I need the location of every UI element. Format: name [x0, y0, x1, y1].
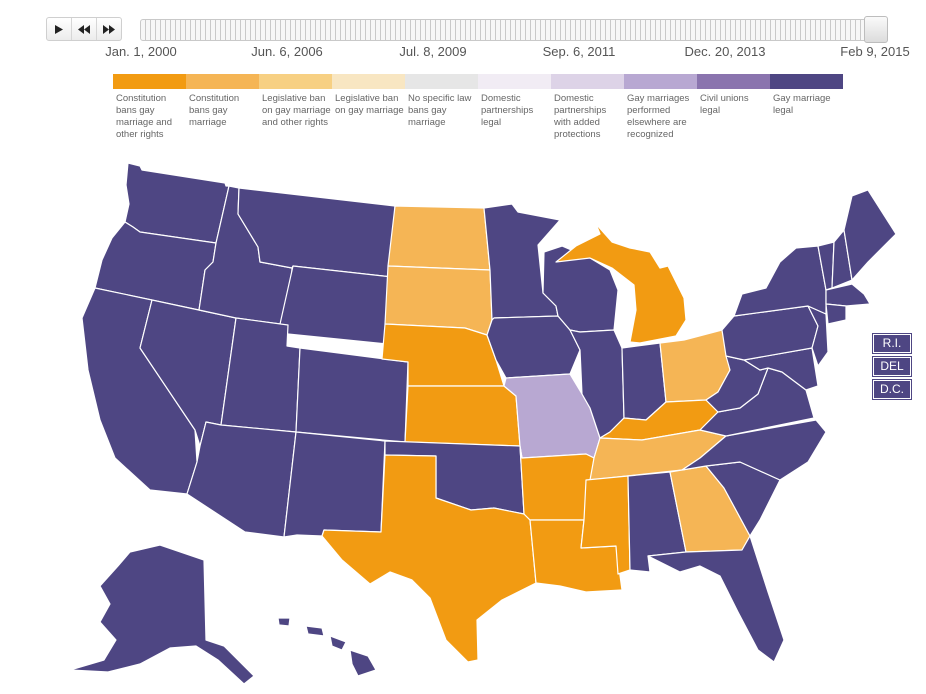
timeline-tick-label: Jun. 6, 2006 [251, 44, 323, 59]
small-state-button-dc[interactable]: D.C. [873, 380, 911, 399]
legend-label: Domestic partnerships legal [481, 93, 534, 128]
legend-swatch [405, 74, 478, 89]
legend-item: Civil unions legal [697, 74, 770, 117]
small-state-button-ri[interactable]: R.I. [873, 334, 911, 353]
state-ak[interactable] [69, 544, 255, 685]
legend-swatch [478, 74, 551, 89]
timeline-tick-label: Sep. 6, 2011 [542, 44, 616, 59]
legend-label: Gay marriage legal [773, 93, 831, 116]
legend-swatch [624, 74, 697, 89]
legend-label: Domestic partnerships with added protect… [554, 93, 607, 140]
state-mi[interactable] [555, 223, 687, 344]
legend-label: Legislative ban on gay marriage [335, 93, 404, 116]
play-button[interactable] [47, 18, 72, 40]
legend-swatch [113, 74, 186, 89]
legend-swatch [186, 74, 259, 89]
legend-item: Domestic partnerships legal [478, 74, 551, 129]
legend-swatch [697, 74, 770, 89]
legend-label: Constitution bans gay marriage and other… [116, 93, 172, 140]
state-az[interactable] [186, 421, 297, 538]
state-md[interactable] [743, 347, 819, 391]
timeline-tick-label: Dec. 20, 2013 [684, 44, 766, 59]
small-state-button-de[interactable]: DEL [873, 357, 911, 376]
legend-item: No specific law bans gay marriage [405, 74, 478, 129]
us-map [69, 162, 897, 685]
legend-swatch [332, 74, 405, 89]
state-ct[interactable] [825, 303, 847, 325]
playback-controls [46, 17, 122, 41]
legend-item: Gay marriages performed elsewhere are re… [624, 74, 697, 141]
timeline-tick-label: Jul. 8, 2009 [399, 44, 467, 59]
legend-swatch [551, 74, 624, 89]
rewind-button[interactable] [72, 18, 97, 40]
legend-item: Legislative ban on gay marriage [332, 74, 405, 117]
legend-label: Civil unions legal [700, 93, 749, 116]
legend-item: Gay marriage legal [770, 74, 843, 117]
state-nm[interactable] [283, 431, 386, 538]
timeline-tick-label: Jan. 1, 2000 [105, 44, 177, 59]
state-wa[interactable] [124, 162, 230, 244]
legend-item: Constitution bans gay marriage [186, 74, 259, 129]
legend-item: Constitution bans gay marriage and other… [113, 74, 186, 141]
legend-swatch [770, 74, 843, 89]
state-ar[interactable] [519, 445, 595, 521]
fast-forward-icon [103, 24, 115, 34]
legend-swatch [259, 74, 332, 89]
state-nc[interactable] [681, 419, 827, 481]
timeline-tick-label: Feb 9, 2015 [840, 44, 910, 59]
rewind-icon [78, 24, 90, 34]
state-ny[interactable] [733, 245, 827, 317]
fast-forward-button[interactable] [97, 18, 121, 40]
state-hi[interactable] [277, 617, 377, 677]
state-fl[interactable] [647, 535, 785, 663]
legend-item: Legislative ban on gay marriage and othe… [259, 74, 332, 129]
legend-label: Legislative ban on gay marriage and othe… [262, 93, 331, 128]
state-tx[interactable] [321, 454, 537, 663]
state-me[interactable] [843, 189, 897, 281]
legend-item: Domestic partnerships with added protect… [551, 74, 624, 141]
timeline-slider-track[interactable] [140, 19, 888, 41]
state-nd[interactable] [387, 205, 491, 271]
state-co[interactable] [295, 347, 409, 443]
play-icon [55, 24, 63, 34]
state-ms[interactable] [580, 475, 631, 575]
legend-label: Gay marriages performed elsewhere are re… [627, 93, 690, 140]
legend-label: Constitution bans gay marriage [189, 93, 240, 128]
state-wy[interactable] [277, 265, 393, 345]
state-ks[interactable] [404, 385, 521, 447]
legend-label: No specific law bans gay marriage [408, 93, 472, 128]
state-ia[interactable] [486, 315, 581, 379]
timeline-slider-handle[interactable] [864, 16, 888, 43]
